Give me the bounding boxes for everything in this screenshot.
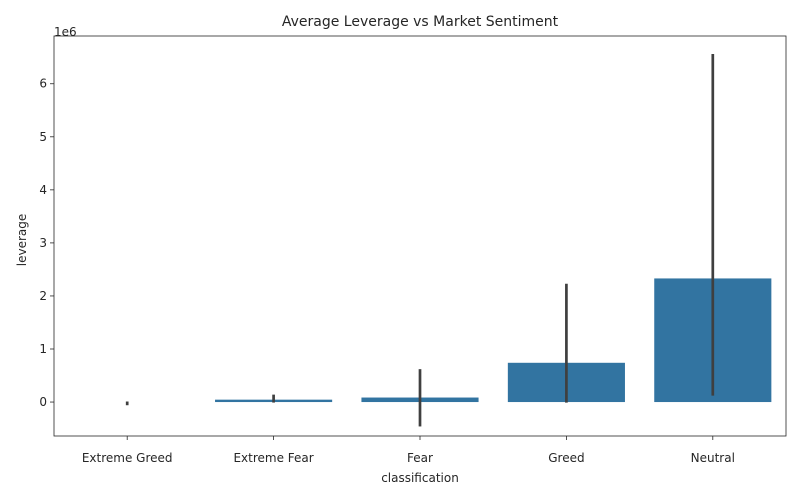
y-tick-label: 1 bbox=[39, 342, 47, 356]
y-axis-label: leverage bbox=[15, 214, 29, 267]
y-axis-offset-label: 1e6 bbox=[54, 25, 77, 39]
x-tick-label: Greed bbox=[548, 451, 584, 465]
y-tick-label: 4 bbox=[39, 183, 47, 197]
x-axis-label: classification bbox=[381, 471, 459, 485]
y-tick-label: 2 bbox=[39, 289, 47, 303]
x-tick-label: Neutral bbox=[691, 451, 735, 465]
plot-frame bbox=[53, 35, 787, 437]
y-tick-label: 5 bbox=[39, 130, 47, 144]
x-tick-label: Extreme Greed bbox=[82, 451, 173, 465]
y-tick-label: 3 bbox=[39, 236, 47, 250]
x-tick-label: Extreme Fear bbox=[233, 451, 313, 465]
plot-area: 0 1 2 3 4 5 6 Extreme Greed Extreme Fear Fear Gree… bbox=[39, 35, 787, 465]
x-tick-label: Fear bbox=[407, 451, 433, 465]
y-tick-label: 0 bbox=[39, 395, 47, 409]
y-tick-label: 6 bbox=[39, 77, 47, 91]
chart-title: Average Leverage vs Market Sentiment bbox=[282, 14, 559, 30]
